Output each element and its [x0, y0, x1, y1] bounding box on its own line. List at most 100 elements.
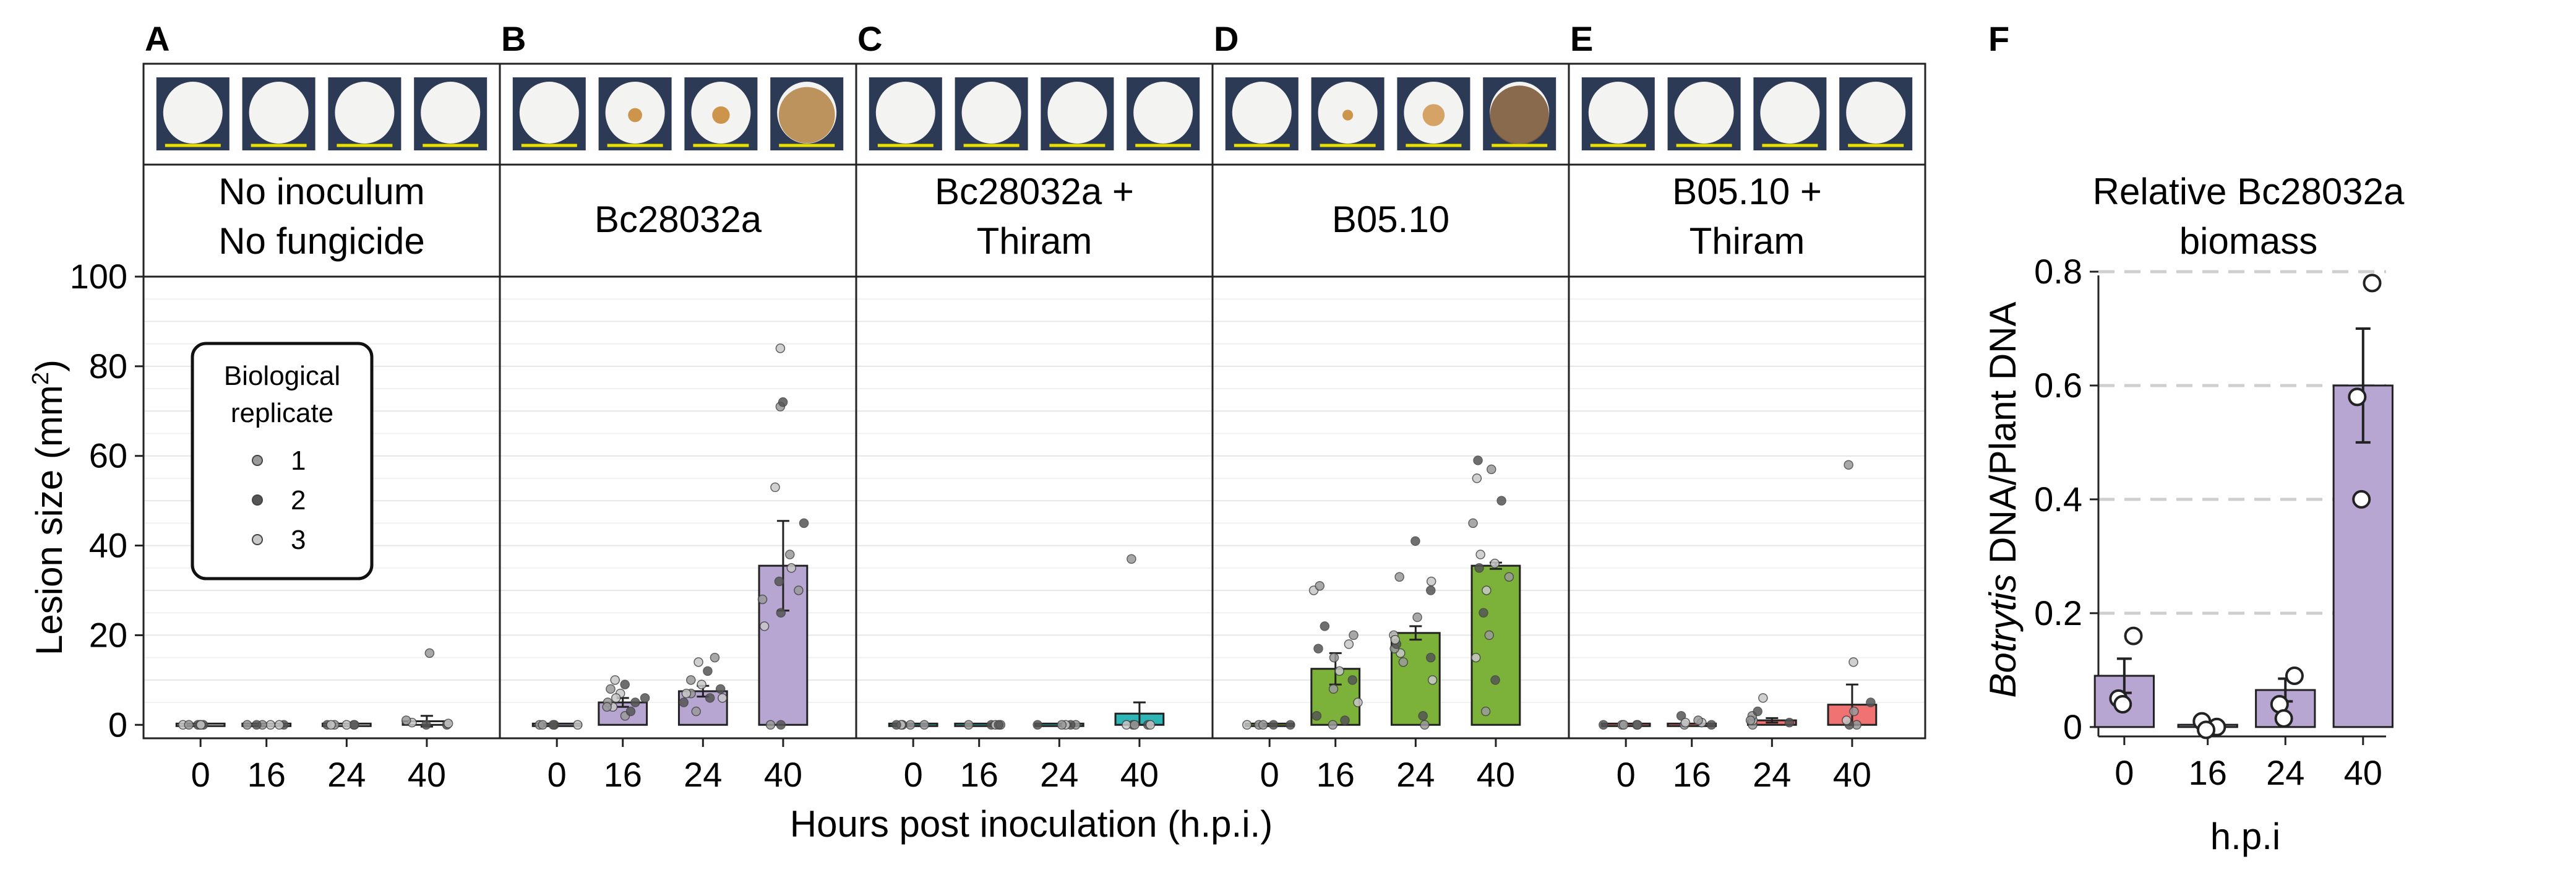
data-point: [679, 697, 689, 707]
xtick-label-C-40: 40: [1120, 755, 1159, 794]
data-point: [1426, 576, 1436, 587]
data-point: [341, 720, 351, 730]
data-point: [630, 697, 640, 707]
xtick-label-E-0: 0: [1616, 755, 1636, 794]
data-point: [1418, 711, 1428, 721]
data-point: [1490, 675, 1500, 685]
data-point: [1313, 644, 1323, 654]
xtick-label-B-24: 24: [684, 755, 722, 794]
biomass-ylabel-rest: DNA/Plant DNA: [1982, 301, 2024, 574]
petal-image: [1047, 82, 1107, 144]
lesion-spot: [628, 108, 642, 123]
xtick-label-C-0: 0: [904, 755, 923, 794]
data-point: [1329, 652, 1339, 663]
xtick-label-E-40: 40: [1833, 755, 1871, 794]
xtick-label-C-24: 24: [1040, 755, 1078, 794]
biomass-ylabel: Botrytis DNA/Plant DNA: [1982, 301, 2024, 697]
data-point: [326, 720, 336, 730]
data-point: [1398, 657, 1409, 667]
data-point: [1758, 693, 1768, 703]
panel-letter-A: A: [145, 19, 170, 58]
data-point: [252, 720, 262, 730]
data-point: [757, 594, 768, 605]
xtick-label-B-40: 40: [764, 755, 802, 794]
petal-image: [1133, 82, 1193, 144]
xtick-label-B-0: 0: [547, 755, 567, 794]
data-point: [1849, 706, 1859, 717]
panel-letter-C: C: [857, 19, 882, 58]
data-point: [1475, 550, 1485, 559]
panel-letter-B: B: [501, 19, 526, 58]
petal-image: [1588, 82, 1648, 144]
data-point: [693, 657, 703, 667]
legend-label-1: 1: [291, 446, 306, 476]
xtick-label-D-16: 16: [1316, 755, 1355, 794]
lesion-spot: [712, 106, 730, 124]
data-point: [776, 720, 786, 730]
data-point: [1328, 720, 1338, 730]
panel-title-C-line1: Bc28032a +: [935, 171, 1134, 212]
f-ytick-label-0.6: 0.6: [2034, 366, 2082, 405]
f-ytick-label-0.8: 0.8: [2034, 252, 2082, 291]
data-point: [274, 720, 285, 730]
gridlines: [144, 270, 2386, 704]
data-point: [1312, 711, 1322, 721]
data-point: [1390, 634, 1400, 645]
petal-image: [249, 82, 309, 144]
lesion-spot: [1422, 104, 1445, 126]
panel-frames: [135, 63, 2386, 747]
data-point: [786, 563, 797, 573]
f-data-point: [2197, 720, 2216, 740]
lesion-ylabel-sup: 2: [28, 372, 54, 385]
data-point: [1349, 630, 1359, 641]
panel-letter-F: F: [1988, 19, 2009, 58]
data-point: [195, 720, 206, 730]
data-point: [776, 608, 786, 618]
data-point: [759, 621, 770, 631]
data-point: [610, 675, 620, 685]
data-point: [620, 679, 630, 689]
panel-title-E-line1: B05.10 +: [1672, 171, 1822, 212]
data-point: [1426, 585, 1436, 595]
data-point: [1347, 675, 1357, 685]
data-point: [1842, 715, 1852, 725]
f-data-point: [2274, 709, 2293, 728]
data-point: [1268, 720, 1279, 730]
data-point: [1706, 720, 1717, 730]
f-ytick-label-0.4: 0.4: [2034, 480, 2082, 519]
data-point: [1057, 720, 1067, 730]
data-point: [1122, 720, 1131, 730]
data-point: [1320, 621, 1330, 631]
data-point: [1472, 473, 1482, 483]
biomass-ylabel-italic: Botrytis: [1982, 574, 2024, 698]
xtick-label-A-24: 24: [327, 755, 366, 794]
f-xtick-label-24: 24: [2266, 753, 2304, 792]
data-point: [710, 652, 720, 663]
data-point: [1427, 675, 1438, 685]
data-point: [1286, 720, 1295, 730]
data-point: [1394, 572, 1404, 582]
panel-letter-D: D: [1214, 19, 1239, 58]
f-data-point: [2348, 387, 2367, 407]
xtick-label-C-16: 16: [960, 755, 998, 794]
biomass-xlabel: h.p.i: [2210, 816, 2280, 857]
lesion-spot: [778, 87, 835, 144]
data-point: [1618, 720, 1629, 730]
data-point: [905, 720, 916, 730]
bar-D-40: [1470, 564, 1521, 726]
data-point: [919, 720, 929, 730]
panel-title-C-line2: Thiram: [977, 220, 1093, 262]
petal-image: [875, 82, 935, 144]
data-point: [1784, 717, 1795, 728]
petal-image: [961, 82, 1021, 144]
data-point: [1145, 720, 1156, 730]
f-xtick-label-40: 40: [2344, 753, 2382, 792]
xtick-label-D-24: 24: [1396, 755, 1435, 794]
data-point: [774, 576, 784, 587]
data-point: [1420, 720, 1430, 730]
data-point: [1242, 720, 1252, 730]
data-point: [1412, 612, 1422, 623]
f-data-point: [2113, 695, 2132, 714]
data-point: [1484, 630, 1495, 641]
